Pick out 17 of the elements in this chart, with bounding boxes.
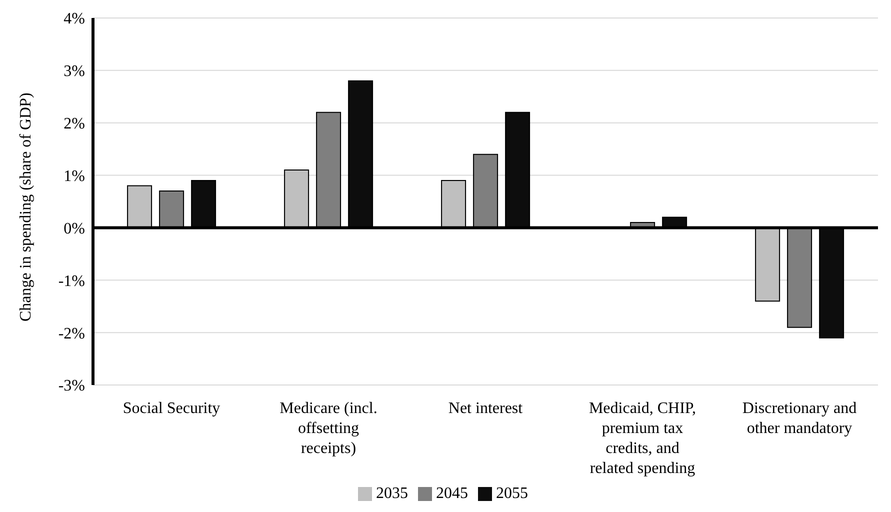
y-tick-label: -1% — [58, 272, 85, 290]
legend-label: 2035 — [376, 485, 408, 502]
y-tick-label: 3% — [64, 63, 85, 80]
y-tick-label: -3% — [58, 378, 85, 395]
y-tick-label: 4% — [64, 10, 85, 28]
y-tick-label: 0% — [64, 220, 85, 238]
x-tick-label: Medicare (incl. offsetting receipts) — [280, 400, 378, 457]
legend-label: 2055 — [496, 485, 528, 502]
x-tick-label: Medicaid, CHIP, premium tax credits, and related spending — [588, 400, 696, 477]
x-tick-label: Discretionary and other mandatory — [742, 400, 857, 437]
x-tick-label: Net interest — [448, 400, 524, 417]
y-tick-label: -2% — [58, 325, 85, 342]
x-tick-label: Social Security — [122, 400, 220, 417]
legend-label: 2045 — [436, 485, 468, 502]
y-axis-title: Change in spending (share of GDP) — [18, 92, 35, 322]
y-tick-label: 2% — [64, 116, 85, 133]
y-tick-label: 1% — [64, 168, 85, 185]
